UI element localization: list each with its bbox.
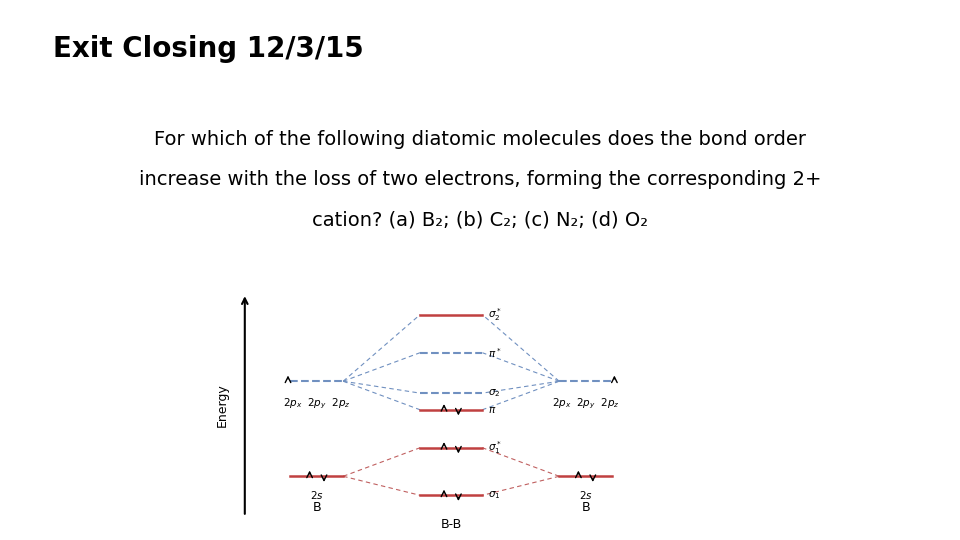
Text: $2p_x$  $2p_y$  $2p_z$: $2p_x$ $2p_y$ $2p_z$	[283, 397, 350, 411]
Text: $\pi^*$: $\pi^*$	[489, 346, 502, 360]
Text: $\sigma_2$: $\sigma_2$	[489, 387, 500, 399]
Text: $\sigma_1$: $\sigma_1$	[489, 489, 501, 501]
Text: B: B	[313, 501, 321, 514]
Text: $\sigma_2^*$: $\sigma_2^*$	[489, 306, 502, 323]
Text: $\pi$: $\pi$	[489, 405, 496, 415]
Text: $2s$: $2s$	[310, 489, 324, 501]
Text: cation? (a) B₂; (b) C₂; (c) N₂; (d) O₂: cation? (a) B₂; (b) C₂; (c) N₂; (d) O₂	[312, 211, 648, 229]
Text: For which of the following diatomic molecules does the bond order: For which of the following diatomic mole…	[154, 130, 806, 148]
Text: B: B	[582, 501, 589, 514]
Text: $2p_x$  $2p_y$  $2p_z$: $2p_x$ $2p_y$ $2p_z$	[552, 397, 619, 411]
Text: Exit Closing 12/3/15: Exit Closing 12/3/15	[53, 35, 364, 63]
Text: B-B: B-B	[441, 518, 462, 531]
Text: $2s$: $2s$	[579, 489, 592, 501]
Text: $\sigma_1^*$: $\sigma_1^*$	[489, 440, 502, 456]
Text: increase with the loss of two electrons, forming the corresponding 2+: increase with the loss of two electrons,…	[139, 170, 821, 189]
Text: Energy: Energy	[215, 383, 228, 427]
